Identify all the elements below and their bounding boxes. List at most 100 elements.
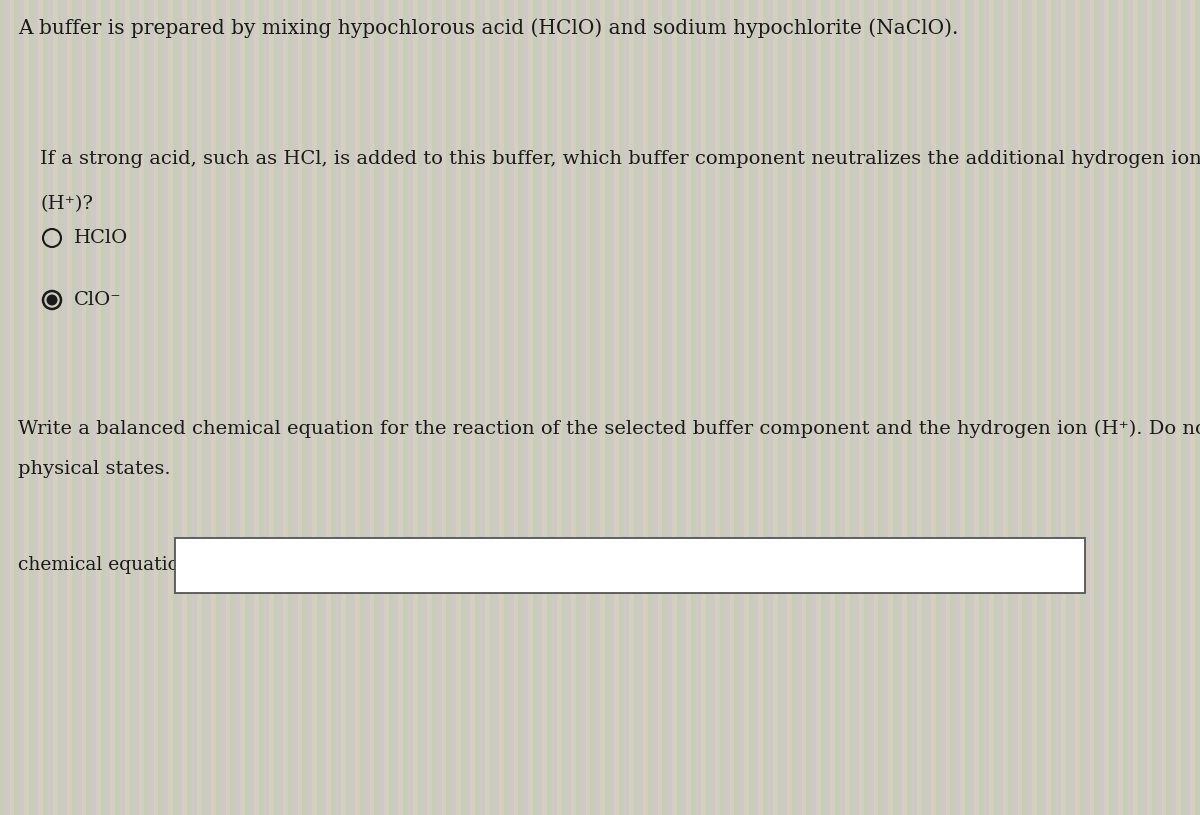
Bar	[998, 0, 1003, 815]
Text: physical states.: physical states.	[18, 460, 170, 478]
Bar	[274, 0, 278, 815]
Bar	[187, 0, 192, 815]
Bar	[576, 0, 581, 815]
Bar	[778, 0, 782, 815]
Bar	[725, 0, 730, 815]
Text: Write a balanced chemical equation for the reaction of the selected buffer compo: Write a balanced chemical equation for t…	[18, 420, 1200, 438]
Bar	[490, 0, 494, 815]
Bar	[504, 0, 509, 815]
Bar	[811, 0, 816, 815]
Bar	[595, 0, 600, 815]
Bar	[259, 0, 264, 815]
Bar	[466, 0, 470, 815]
Bar	[5, 0, 10, 815]
Bar	[739, 0, 744, 815]
Bar	[307, 0, 312, 815]
Bar	[538, 0, 542, 815]
Bar	[706, 0, 710, 815]
Bar	[619, 0, 624, 815]
Bar	[547, 0, 552, 815]
Bar	[691, 0, 696, 815]
Bar	[1109, 0, 1114, 815]
Bar	[130, 0, 134, 815]
Bar	[346, 0, 350, 815]
Bar	[610, 0, 614, 815]
Bar	[854, 0, 859, 815]
Bar	[734, 0, 739, 815]
Bar	[634, 0, 638, 815]
Bar	[58, 0, 62, 815]
Bar	[134, 0, 139, 815]
Bar	[178, 0, 182, 815]
Bar	[696, 0, 701, 815]
Bar	[461, 0, 466, 815]
Bar	[120, 0, 125, 815]
Bar	[1085, 0, 1090, 815]
Bar	[432, 0, 437, 815]
Bar	[422, 0, 427, 815]
Bar	[322, 0, 326, 815]
Bar	[173, 0, 178, 815]
Bar	[19, 0, 24, 815]
Bar	[1056, 0, 1061, 815]
Bar	[475, 0, 480, 815]
Bar	[163, 0, 168, 815]
Bar	[1128, 0, 1133, 815]
Bar	[950, 0, 955, 815]
Text: ClO⁻: ClO⁻	[74, 291, 121, 309]
Bar	[869, 0, 874, 815]
Bar	[446, 0, 451, 815]
Bar	[883, 0, 888, 815]
Bar	[605, 0, 610, 815]
Bar	[749, 0, 754, 815]
Bar	[115, 0, 120, 815]
Bar	[826, 0, 830, 815]
Bar	[922, 0, 926, 815]
Text: HClO: HClO	[74, 229, 128, 247]
Bar	[835, 0, 840, 815]
Bar	[1171, 0, 1176, 815]
Bar	[754, 0, 758, 815]
Bar	[533, 0, 538, 815]
Bar	[206, 0, 211, 815]
Bar	[48, 0, 53, 815]
Bar	[91, 0, 96, 815]
Bar	[451, 0, 456, 815]
Bar	[418, 0, 422, 815]
Bar	[192, 0, 197, 815]
Bar	[1152, 0, 1157, 815]
Bar	[43, 0, 48, 815]
Bar	[1070, 0, 1075, 815]
Bar	[509, 0, 514, 815]
Bar	[379, 0, 384, 815]
Bar	[912, 0, 917, 815]
Bar	[0, 0, 5, 815]
Bar	[523, 0, 528, 815]
Bar	[389, 0, 394, 815]
Bar	[566, 0, 571, 815]
Bar	[1080, 0, 1085, 815]
Bar	[1123, 0, 1128, 815]
Bar	[624, 0, 629, 815]
Bar	[106, 0, 110, 815]
Bar	[763, 0, 768, 815]
Bar	[1181, 0, 1186, 815]
Bar	[806, 0, 811, 815]
Bar	[797, 0, 802, 815]
Bar	[965, 0, 970, 815]
Bar	[768, 0, 773, 815]
Bar	[77, 0, 82, 815]
Bar	[221, 0, 226, 815]
Bar	[365, 0, 370, 815]
Bar	[494, 0, 499, 815]
Bar	[955, 0, 960, 815]
Bar	[710, 0, 715, 815]
Bar	[245, 0, 250, 815]
Bar	[374, 0, 379, 815]
Bar	[979, 0, 984, 815]
Bar	[437, 0, 442, 815]
Bar	[878, 0, 883, 815]
Bar	[302, 0, 307, 815]
Bar	[590, 0, 595, 815]
Bar	[941, 0, 946, 815]
